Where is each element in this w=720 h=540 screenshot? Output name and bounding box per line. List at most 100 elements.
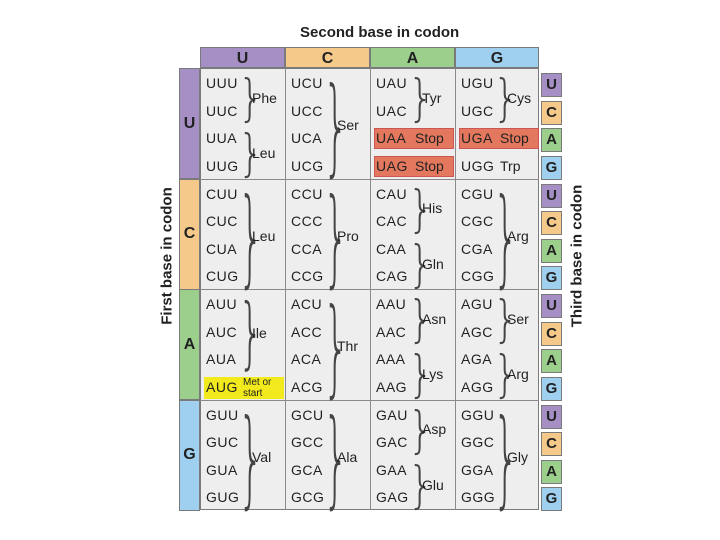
codon: CCA (291, 240, 323, 257)
start-label-line: Met or (243, 376, 272, 388)
amino-acid-label: Phe (252, 89, 277, 106)
second-base-header-a: A (370, 47, 455, 68)
codon: AAU (376, 296, 407, 312)
codon: ACU (291, 296, 323, 312)
codon: CAC (376, 213, 408, 230)
codon: GGA (461, 461, 494, 478)
stop-codon-highlight (459, 128, 539, 150)
codon: CCC (291, 213, 323, 230)
codon: AAG (376, 378, 408, 395)
amino-acid-label: Lys (422, 366, 444, 382)
amino-acid-label: Ser (507, 310, 529, 327)
amino-acid-label: Trp (500, 157, 521, 174)
codon: GAG (376, 489, 409, 506)
codon: CGC (461, 213, 494, 230)
amino-acid-label: Val (252, 448, 272, 465)
codon: AUG (206, 378, 238, 395)
codon: AAC (376, 323, 407, 340)
third-base-cell: C (541, 211, 562, 236)
codon: UUA (206, 130, 238, 147)
third-base-cell: U (541, 183, 562, 208)
codon-group-brace: } (238, 288, 264, 378)
codon: UCC (291, 102, 323, 119)
amino-acid-label: Asp (422, 421, 447, 438)
amino-acid-label: Gly (507, 448, 528, 465)
amino-acid-label: Pro (337, 227, 359, 244)
third-base-cell: C (541, 432, 562, 457)
codon: UCU (291, 75, 323, 91)
amino-acid-label: Thr (337, 338, 358, 355)
codon: GUC (206, 434, 239, 451)
codon-group-brace: } (493, 69, 519, 127)
codon: CUU (206, 185, 238, 202)
codon: UGG (461, 157, 495, 174)
amino-acid-label: Ala (337, 448, 358, 465)
amino-acid-label: Asn (422, 310, 447, 327)
codon-group-brace: } (493, 175, 519, 298)
stop-codon-highlight (374, 128, 454, 150)
third-base-cell: G (541, 487, 562, 512)
third-base-cell: U (541, 294, 562, 318)
codon: GCC (291, 434, 324, 451)
codon: GAC (376, 434, 408, 451)
codon: UGU (461, 75, 494, 91)
codon-group-brace: } (323, 175, 349, 298)
amino-acid-label: Ile (252, 324, 267, 341)
codon: GCG (291, 489, 325, 506)
third-base-cell: G (541, 266, 562, 291)
first-base-g: G (179, 399, 200, 511)
codon-group-brace: } (238, 396, 264, 519)
codon: GUG (206, 489, 240, 506)
first-base-a: A (179, 289, 200, 400)
codon-group-brace: } (493, 345, 519, 404)
third-base-cell: C (541, 321, 562, 346)
codon-group-brace: } (323, 65, 349, 187)
third-base-cell: U (541, 404, 562, 429)
stop-label: Stop (415, 130, 444, 147)
codon: UAC (376, 102, 408, 119)
third-base-cell: A (541, 238, 562, 263)
amino-acid-label: Glu (422, 476, 444, 493)
codon: UCA (291, 130, 323, 147)
codon-group-brace: } (238, 124, 264, 183)
amino-acid-label: Arg (507, 227, 529, 244)
codon: GUU (206, 406, 239, 423)
start-codon-highlight (204, 376, 284, 399)
codon-group-brace: } (408, 234, 434, 293)
codon: ACC (291, 323, 323, 340)
amino-acid-label: Gln (422, 255, 444, 272)
codon: ACA (291, 351, 322, 368)
codon-group-brace: } (323, 396, 349, 519)
codon-group-brace: } (323, 286, 349, 408)
codon: AUC (206, 323, 238, 340)
third-base-cell: G (541, 376, 562, 401)
grid-row-divider (200, 289, 539, 290)
codon: CGU (461, 185, 494, 202)
first-base-u: U (179, 68, 200, 179)
codon: UAU (376, 75, 408, 91)
amino-acid-label: His (422, 200, 443, 217)
codon: CGG (461, 268, 495, 285)
codon-group-brace: } (408, 345, 434, 404)
codon: CAG (376, 268, 408, 285)
codon: CGA (461, 240, 493, 257)
start-label: Met or start (243, 377, 271, 399)
codon: UUG (206, 157, 239, 174)
codon: CAU (376, 185, 408, 202)
start-label-line: start (243, 387, 263, 399)
codon: GGG (461, 489, 496, 506)
codon-group-brace: } (493, 396, 519, 519)
third-base-cell: A (541, 459, 562, 484)
second-base-header-g: G (455, 47, 539, 68)
amino-acid-label: Leu (252, 145, 276, 161)
codon-group-brace: } (408, 400, 434, 459)
codon: CUA (206, 240, 238, 257)
third-base-axis-label: Third base in codon (568, 184, 586, 328)
codon-group-brace: } (408, 290, 434, 348)
codon: AAA (376, 351, 406, 368)
codon: AUU (206, 296, 238, 312)
codon: GGU (461, 406, 495, 423)
codon: AUA (206, 351, 237, 368)
codon-group-brace: } (238, 69, 264, 127)
first-base-axis-label: First base in codon (158, 187, 176, 325)
